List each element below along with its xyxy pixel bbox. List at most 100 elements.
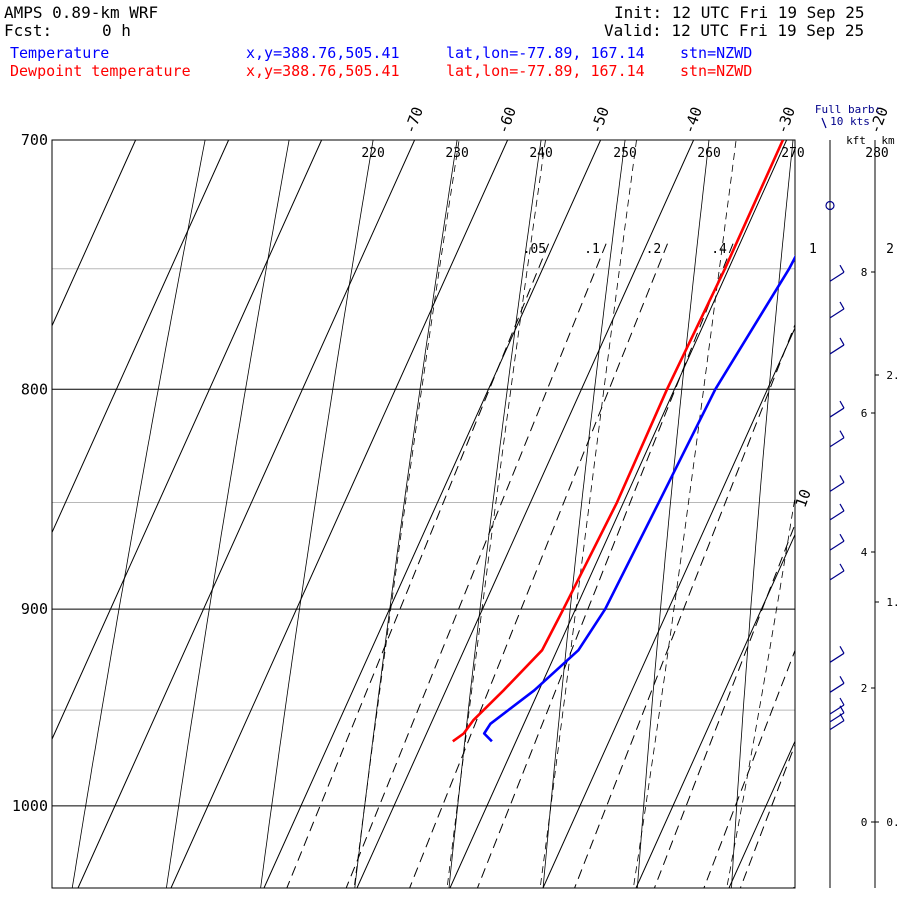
wind-and-height-panel: Full barb:10 kts kft km 0 2 4 6 8 0. 1. 2. [815,103,900,888]
barb-legend-title: Full barb: [815,103,881,116]
moist-adiabat-line [632,140,737,888]
legend-temperature-latlon: lat,lon=-77.89, 167.14 [446,44,645,62]
barb-feather [839,646,845,654]
barb-staff [829,510,845,521]
wind-barb [829,676,845,693]
dry-adiabat-label: 240 [529,146,552,161]
isotherm-line [356,140,695,888]
mixing-ratio-line [739,743,795,888]
mixing-ratio-line [286,243,550,888]
mixing-ratio-line [345,243,607,888]
barb-feather [839,563,845,572]
isotherm-line [170,140,509,888]
model-title: AMPS 0.89-km WRF [4,3,159,22]
plot-frame [51,139,796,889]
mixing-ratio-line [476,243,734,888]
isotherm-label: -60 [494,104,520,136]
forecast-label: Fcst: [4,21,53,40]
wind-barb [829,503,845,521]
barb-staff [829,271,845,282]
axis-labels: .05.1.2.4123467008009001000-70-60-50-40-… [12,104,894,814]
barb-feather [839,676,845,684]
legend-dewpoint-station: stn=NZWD [680,62,753,80]
dry-adiabat-line [448,140,542,888]
barb-staff [829,344,845,355]
valid-time: Valid: 12 UTC Fri 19 Sep 25 [604,21,865,40]
mixing-ratio-line [409,243,668,888]
barb-feather [839,697,845,706]
barb-staff [829,712,845,723]
barb-staff [829,540,845,551]
barb-staff [829,704,845,715]
dry-adiabat-label: 230 [445,146,468,161]
isotherm-line [52,140,137,327]
barb-staff [829,720,845,731]
dry-adiabat-line [71,140,206,888]
wind-barb [829,646,845,663]
wind-barb [829,301,845,319]
isotherm-line [263,140,602,888]
isotherm-label: -40 [680,104,706,136]
wind-barb [829,533,845,551]
barb-feather [839,301,845,310]
isotherm-line [635,533,795,888]
kft-tick-label: 0 [861,816,868,829]
mixing-ratio-label: .05 [523,242,546,257]
barb-staff [829,570,845,581]
barb-feather [839,430,845,439]
barb-feather [839,264,845,273]
barb-legend-value: 10 kts [830,115,870,128]
wind-barb [829,475,845,492]
wind-barb [829,713,845,731]
mixing-ratio-label: .1 [584,242,600,257]
isotherm-label: 10 [792,487,815,510]
isotherm-label: -70 [401,104,427,136]
isotherm-label: -50 [587,104,613,136]
moist-adiabat-line [539,140,637,888]
wind-barb [829,563,845,581]
barb-feather [839,503,845,512]
isotherm-label: -30 [773,104,799,136]
barb-staff [829,437,845,448]
isotherm-line [542,326,795,888]
dry-adiabat-line [165,140,290,888]
legend-temperature-station: stn=NZWD [680,44,753,62]
km-axis-label: km [881,134,895,147]
dry-adiabat-label: 220 [361,146,384,161]
isotherm-line [77,140,416,888]
isotherm-line [0,140,43,888]
dry-adiabat-label: 280 [865,146,888,161]
temperature-profile [482,254,795,743]
barb-legend-symbol [821,117,827,129]
barb-feather [839,337,845,346]
dewpoint-profile [452,140,785,743]
forecast-value: 0 h [102,21,131,40]
barb-staff [829,481,845,492]
barb-feather [839,713,845,721]
init-time: Init: 12 UTC Fri 19 Sep 25 [614,3,865,22]
dry-adiabat-label: 250 [613,146,636,161]
wind-barb [829,400,845,418]
dry-adiabat-line [260,140,374,888]
kft-tick-label: 8 [861,266,868,279]
pressure-label: 800 [21,380,48,398]
mixing-ratio-label: 1 [809,242,817,257]
moist-adiabat-line [353,140,460,888]
km-tick-label: 1. [886,596,899,609]
legend-temperature-xy: x,y=388.76,505.41 [246,44,400,62]
chart-header: AMPS 0.89-km WRF Fcst: 0 h Init: 12 UTC … [0,0,900,88]
barb-staff [829,407,845,418]
barb-feather [839,533,845,542]
dry-adiabat-label: 260 [697,146,720,161]
pressure-label: 700 [21,131,48,149]
moist-adiabat-line [726,495,795,888]
legend-dewpoint-latlon: lat,lon=-77.89, 167.14 [446,62,645,80]
kft-axis-label: kft [846,134,866,147]
isotherm-line [728,740,795,888]
wind-barb [829,430,845,448]
profiles [452,140,795,743]
mixing-ratio-line [653,522,795,888]
isotherm-line [52,140,230,534]
barb-staff [829,682,845,693]
